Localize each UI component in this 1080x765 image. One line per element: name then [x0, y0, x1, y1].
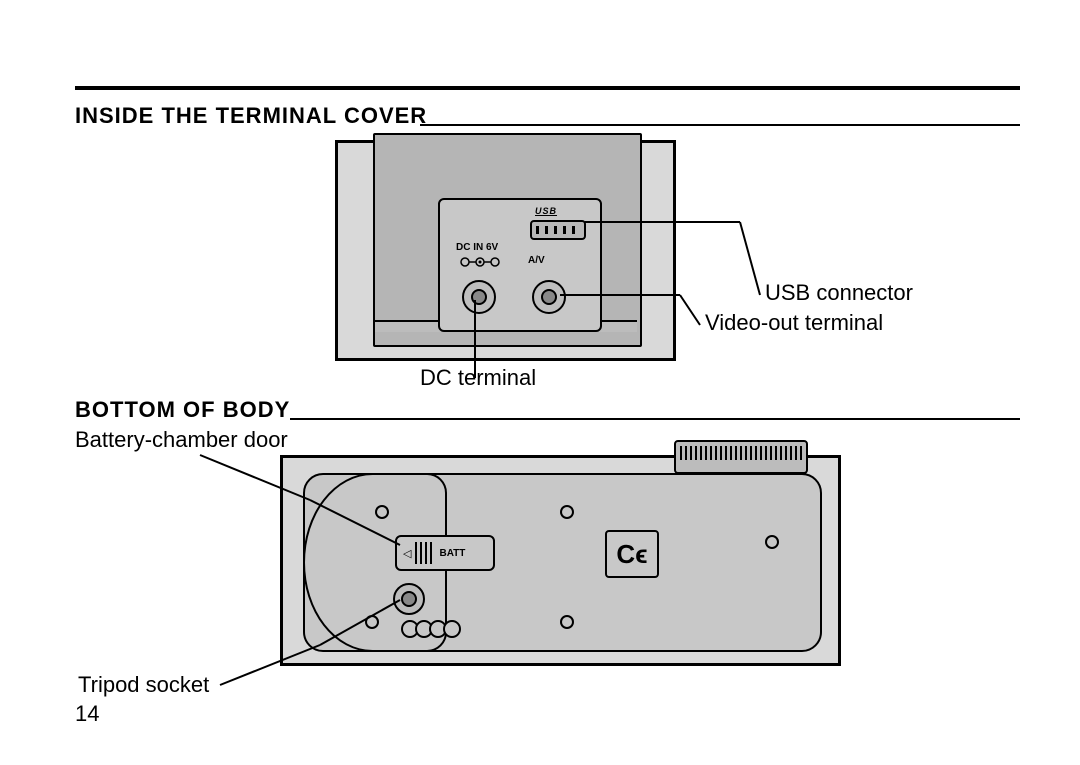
callout-battery-chamber-door: Battery-chamber door: [75, 427, 288, 453]
page-number: 14: [75, 701, 99, 727]
callout-tripod-socket: Tripod socket: [78, 672, 209, 698]
dc-terminal-jack: [462, 280, 496, 314]
dc-in-label: DC IN 6V: [456, 242, 498, 253]
batt-label: BATT: [439, 548, 465, 559]
callout-usb-connector: USB connector: [765, 280, 913, 306]
callout-dc-terminal: DC terminal: [420, 365, 536, 391]
screw-icon: [765, 535, 779, 549]
av-label: A/V: [528, 255, 545, 266]
usb-port-pins: [536, 226, 580, 234]
screw-icon: [560, 615, 574, 629]
heading-rule-2: [290, 418, 1020, 420]
usb-text-icon: USB: [535, 206, 557, 216]
manual-page: INSIDE THE TERMINAL COVER USB DC IN 6V A…: [0, 0, 1080, 765]
av-terminal-jack: [532, 280, 566, 314]
lens-ring: [674, 440, 808, 474]
figure-terminal-cover: USB DC IN 6V A/V: [335, 140, 676, 361]
screw-icon: [375, 505, 389, 519]
ce-mark-icon: Cϵ: [605, 530, 659, 578]
terminal-panel: USB DC IN 6V A/V: [438, 198, 602, 332]
usb-port: [530, 220, 586, 240]
heading-terminal-cover: INSIDE THE TERMINAL COVER: [75, 103, 427, 129]
dc-polarity-icon: [458, 255, 502, 269]
figure-bottom-of-body: ◁ BATT Cϵ: [280, 455, 841, 666]
screw-icon: [560, 505, 574, 519]
screw-icon: [365, 615, 379, 629]
heading-rule-1: [420, 124, 1020, 126]
battery-door-grip-icon: [415, 542, 435, 564]
callout-video-out: Video-out terminal: [705, 310, 883, 336]
camera-bottom-shell: ◁ BATT Cϵ: [303, 473, 822, 652]
tripod-socket: [393, 583, 425, 615]
battery-chamber-door: ◁ BATT: [395, 535, 495, 571]
top-divider: [75, 86, 1020, 90]
bottom-bumps: [401, 620, 461, 636]
triangle-left-icon: ◁: [403, 547, 411, 560]
heading-bottom-of-body: BOTTOM OF BODY: [75, 397, 290, 423]
